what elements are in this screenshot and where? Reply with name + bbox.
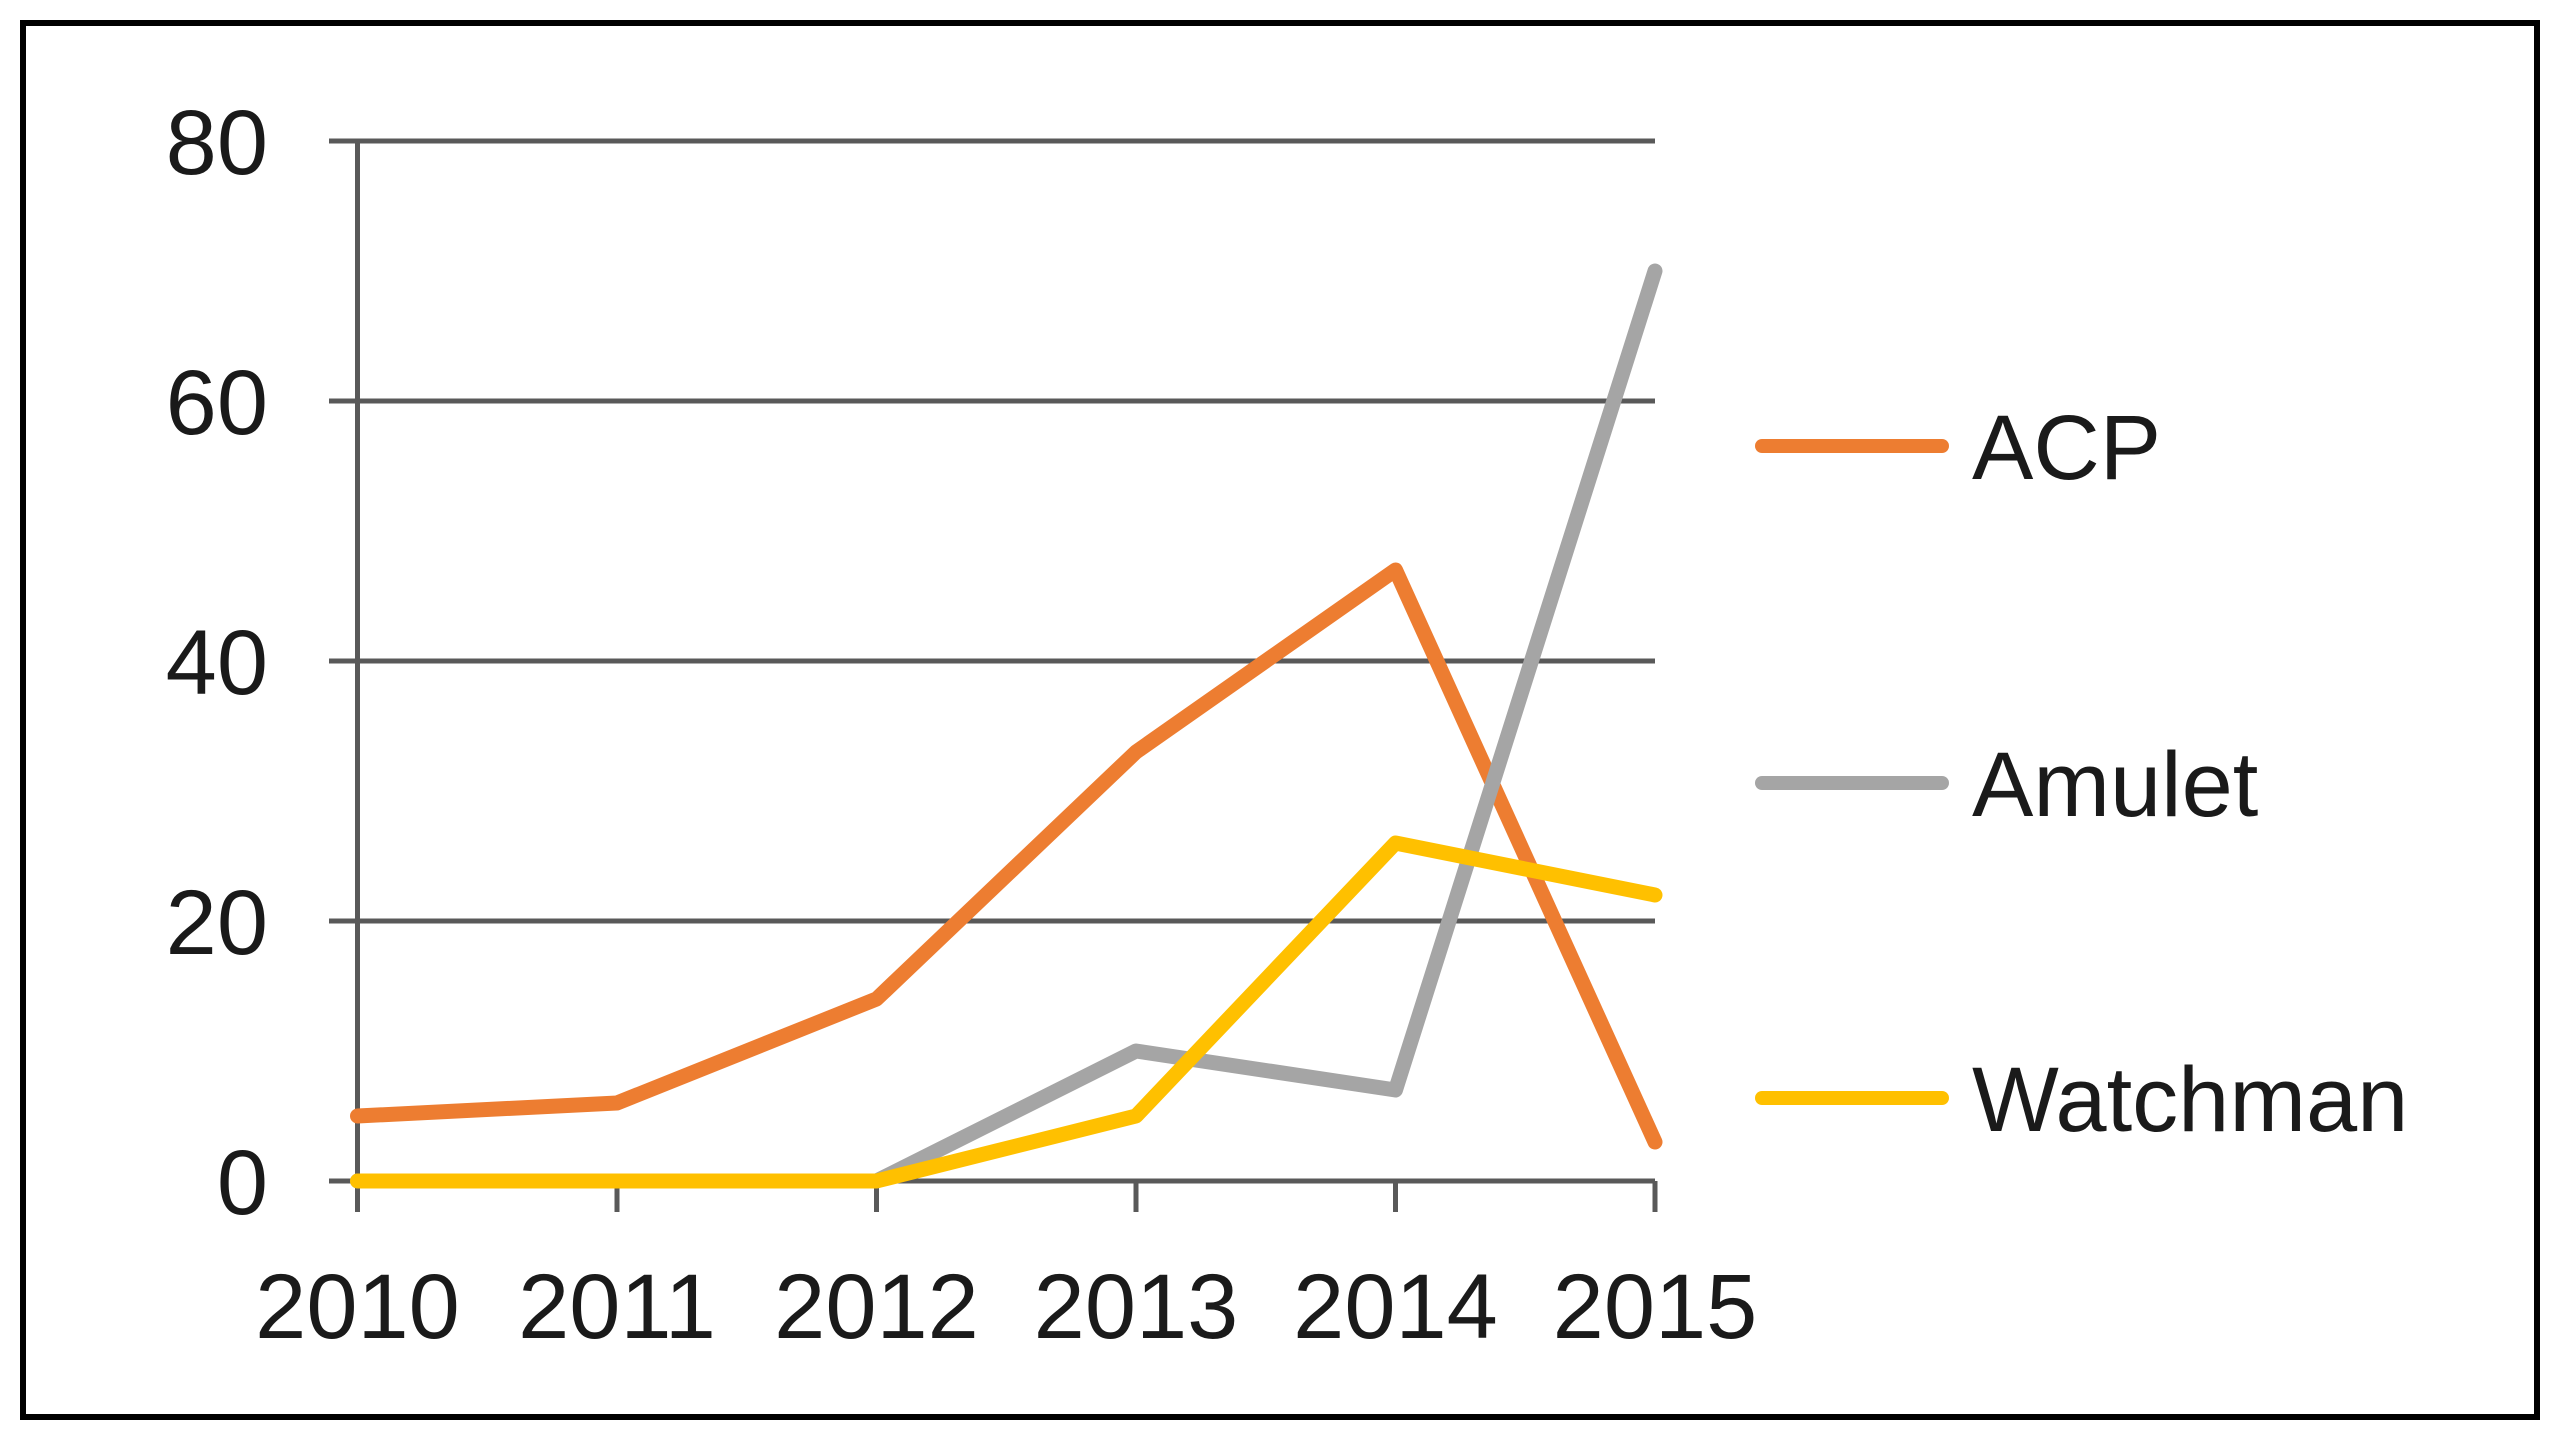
axes (355, 139, 1658, 1212)
series-lines (350, 263, 1663, 1189)
x-tick-label: 2011 (518, 1256, 716, 1358)
y-tick-label: 20 (166, 872, 268, 974)
x-tick-label: 2014 (1293, 1256, 1498, 1358)
x-tick-label: 2015 (1553, 1256, 1758, 1358)
x-tick-label: 2010 (255, 1256, 460, 1358)
series-line-watchman (350, 835, 1663, 1189)
y-tick-label: 40 (166, 612, 268, 714)
legend-item-watchman: Watchman (1755, 1049, 2408, 1151)
legend-label: Watchman (1972, 1049, 2408, 1151)
y-axis-labels: 0 20 40 60 80 (166, 92, 268, 1234)
x-axis-labels: 2010 2011 2012 2013 2014 2015 (255, 1256, 1757, 1358)
legend-label: Amulet (1972, 734, 2258, 836)
legend-label: ACP (1972, 397, 2161, 499)
legend: ACP Amulet Watchman (1755, 397, 2408, 1151)
x-tick-label: 2013 (1034, 1256, 1239, 1358)
y-tick-label: 60 (166, 352, 268, 454)
y-tick-label: 0 (217, 1132, 268, 1234)
gridlines (329, 138, 1655, 1184)
series-line-acp (350, 562, 1663, 1150)
legend-item-acp: ACP (1755, 397, 2161, 499)
legend-item-amulet: Amulet (1755, 734, 2258, 836)
y-tick-label: 80 (166, 92, 268, 194)
x-tick-label: 2012 (774, 1256, 979, 1358)
